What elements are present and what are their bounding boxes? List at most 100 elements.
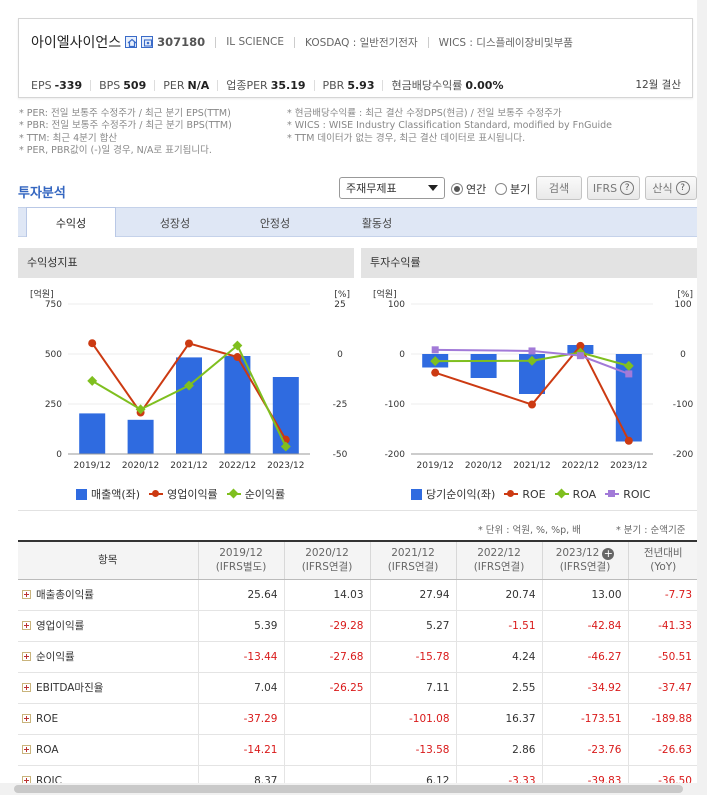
ifrs-help-button[interactable]: IFRS ? [587,176,640,200]
tab-activity[interactable]: 활동성 [361,216,393,230]
right-axis-unit: [%] [334,290,350,300]
expand-plus-icon[interactable] [22,590,31,599]
right-tick-label: 0 [680,350,686,360]
row-label-cell[interactable]: EBITDA마진율 [18,672,198,704]
help-icon: ? [620,181,635,195]
company-english-name: IL SCIENCE [226,36,285,48]
legend-line-swatch [554,493,569,495]
x-tick-label: 2020/12 [465,461,502,471]
expand-plus-icon[interactable] [22,621,31,630]
home-icon[interactable] [125,36,138,48]
expand-plus-icon[interactable] [22,683,31,692]
metric-value: N/A [187,78,210,92]
expand-plus-icon[interactable]: + [602,547,615,561]
column-header: 2019/12 (IFRS별도) [197,540,284,580]
tab-profitability[interactable]: 수익성 [26,207,116,237]
table-cell: 4.24 [455,641,542,673]
return-chart: [억원] [%] -200 -100 0 100 -200 -100 0 100 2019/12 20… [373,288,694,471]
left-tick-label: 500 [45,350,62,360]
section-title: 투자분석 [18,186,66,201]
x-tick-label: 2022/12 [219,461,256,471]
left-axis-unit: [억원] [373,288,397,300]
panel-header-return: 투자수익률 [361,248,697,278]
table-cell: 13.00 [541,579,628,611]
legend-item: ROIC [605,488,650,501]
tab-growth[interactable]: 성장성 [159,216,191,230]
right-tick-label: -100 [673,400,694,410]
legend-item: 당기순이익(좌) [411,486,495,502]
table-cell: 27.94 [369,579,456,611]
table-cell: -50.51 [627,641,698,673]
row-label-cell[interactable]: ROA [18,734,198,766]
bar [176,357,202,454]
metric-label: EPS [31,78,52,92]
left-tick-label: -200 [385,450,406,460]
table-row: 영업이익률 5.39 -29.28 5.27 -1.51 -42.84 -41.33 [18,610,698,642]
column-header: 전년대비 (YoY) [627,540,698,580]
table-row: 매출총이익률 25.64 14.03 27.94 20.74 13.00 -7.73 [18,579,698,611]
legend-bar-swatch [411,488,422,500]
row-label-cell[interactable]: 매출총이익률 [18,579,198,611]
x-tick-label: 2019/12 [74,461,111,471]
company-summary-card: 아이엘사이언스 307180 IL SCIENCE KOSDAQ : 일반전기전… [18,18,693,98]
ifrs-button-label: IFRS [592,181,618,195]
table-cell: 2.86 [455,734,542,766]
horizontal-scrollbar[interactable] [0,783,697,795]
table-cell: -23.76 [541,734,628,766]
metric-value: 35.19 [270,78,306,92]
radio-annual[interactable]: 연간 [451,181,486,197]
expand-plus-icon[interactable] [22,744,31,754]
formula-button-label: 산식 [652,182,673,195]
separator [90,79,92,91]
legend-line-swatch [504,490,519,497]
table-cell: 16.37 [455,703,542,735]
tab-stability[interactable]: 안정성 [259,216,291,230]
column-header: 2021/12 (IFRS연결) [369,540,456,580]
ir-icon[interactable] [141,36,154,48]
column-header-label: 항목 [98,554,118,567]
separator [215,36,217,48]
separator [427,36,429,48]
metric-label: 업종PER [226,79,268,92]
radio-quarter[interactable]: 분기 [495,181,530,197]
row-label-cell[interactable]: 순이익률 [18,641,198,673]
x-tick-label: 2021/12 [513,461,550,471]
search-button[interactable]: 검색 [536,176,582,200]
legend-label: 매출액(좌) [91,488,141,501]
footnote: * 현금배당수익률 : 최근 결산 수정DPS(현금) / 전일 보통주 수정주… [287,108,562,119]
footnote: * PER: 전일 보통주 수정주가 / 최근 분기 EPS(TTM) [19,108,231,119]
help-icon: ? [675,181,690,195]
row-label: 순이익률 [36,651,75,663]
column-header-label: 2020/12 [305,547,349,560]
table-cell: 20.74 [455,579,542,611]
statement-type-select[interactable]: 주재무제표 [339,177,445,199]
profitability-chart: [억원] [%] 0 250 500 750 -50 -25 0 25 2019/12 2020/12… [30,288,350,471]
expand-plus-icon[interactable] [22,652,31,661]
legend-line-swatch [149,490,164,497]
footnotes-left: * PER: 전일 보통주 수정주가 / 최근 분기 EPS(TTM) * PB… [19,108,232,158]
legend-bar-swatch [76,488,87,500]
formula-help-button[interactable]: 산식 ? [645,176,697,200]
row-label-cell[interactable]: 영업이익률 [18,610,198,642]
scrollbar-thumb[interactable] [14,785,683,793]
x-tick-label: 2023/12 [267,461,304,471]
data-point [623,360,634,371]
x-tick-label: 2022/12 [562,461,599,471]
table-cell: 14.03 [283,579,370,611]
data-point [185,339,193,348]
column-header: 2020/12 (IFRS연결) [283,540,370,580]
row-label-cell[interactable]: ROE [18,703,198,735]
data-point [87,375,98,386]
expand-plus-icon[interactable] [22,713,31,723]
separator [313,79,315,91]
table-cell: 7.11 [369,672,456,704]
column-header-sublabel: (IFRS연결) [301,561,353,574]
data-point [184,380,194,391]
vertical-scrollbar[interactable] [697,0,707,795]
metric-value: 0.00% [465,78,504,92]
period-note: * 분기 : 순액기준 [616,525,686,536]
column-header-label: 2019/12 [219,547,263,560]
x-tick-label: 2020/12 [122,461,159,471]
table-row: EBITDA마진율 7.04 -26.25 7.11 2.55 -34.92 -37.47 [18,672,698,704]
column-header-sublabel: (IFRS별도) [215,561,267,574]
